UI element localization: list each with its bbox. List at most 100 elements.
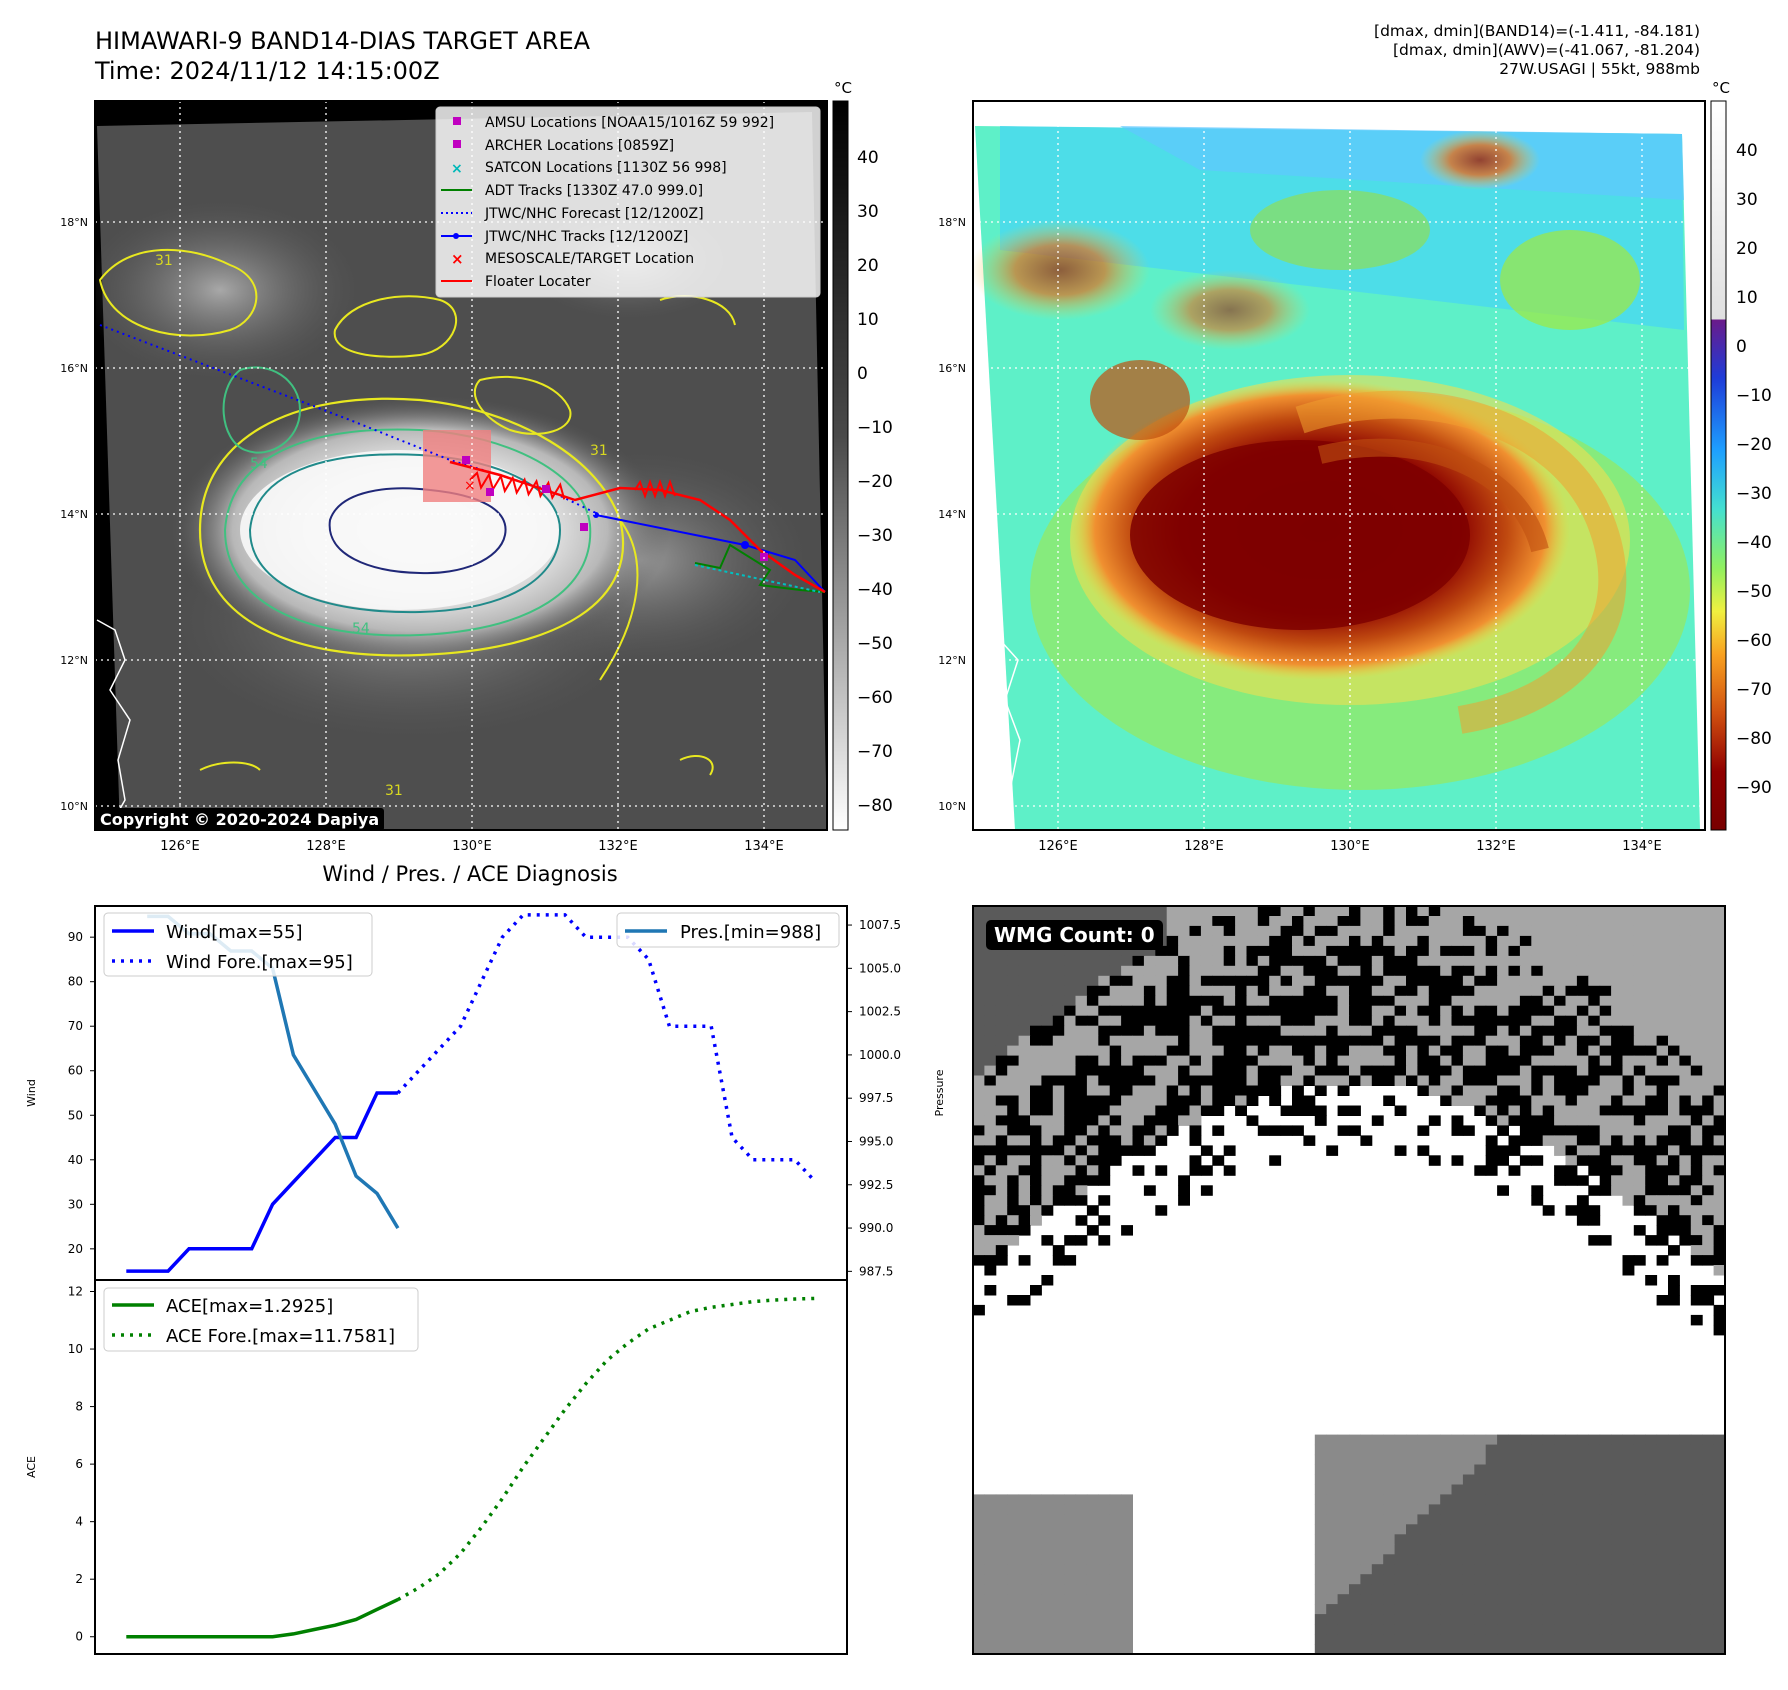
wmg-cell: [1018, 985, 1031, 997]
wmg-cell: [1383, 1494, 1396, 1505]
wmg-cell: [1041, 1185, 1054, 1196]
wmg-cell: [1622, 1564, 1635, 1575]
wmg-cell: [1018, 945, 1031, 957]
wmg-cell: [1030, 995, 1042, 1007]
wmg-cell: [1428, 1025, 1441, 1037]
wmg-cell: [1314, 975, 1327, 987]
wmg-cell: [1508, 1634, 1521, 1645]
wmg-cell: [995, 1644, 1008, 1655]
wmg-cell: [1565, 1015, 1578, 1027]
wmg-cell: [984, 1634, 997, 1645]
wmg-cell: [1690, 1125, 1703, 1136]
wmg-frame: [972, 905, 1726, 1655]
wmg-cell: [1166, 1015, 1179, 1027]
wmg-cell: [1109, 1155, 1122, 1166]
wmg-cell: [1702, 1474, 1715, 1485]
wmg-cell: [995, 1045, 1008, 1057]
wmg-cell: [1337, 1065, 1350, 1077]
wmg-cell: [1645, 916, 1658, 927]
wmg-cell: [1599, 1075, 1612, 1086]
wmg-cell: [1417, 995, 1430, 1007]
wmg-cell: [1679, 1095, 1692, 1106]
wmg-cell: [1132, 1015, 1145, 1027]
wmg-cell: [1497, 1504, 1509, 1515]
wmg-cell: [1383, 1464, 1396, 1475]
wmg-cell: [1326, 906, 1339, 917]
wmg-cell: [1690, 1165, 1703, 1176]
wmg-cell: [1349, 1574, 1361, 1585]
wmg-cell: [1656, 1614, 1669, 1625]
wmg-cell: [1428, 1634, 1441, 1645]
wmg-cell: [1109, 1095, 1122, 1106]
wmg-cell: [1007, 1075, 1020, 1086]
lon-label: 134°E: [1622, 839, 1662, 854]
wmg-cell: [1702, 1235, 1715, 1246]
wmg-cell: [1383, 1514, 1396, 1525]
wmg-cell: [1394, 975, 1407, 987]
wmg-cell: [1690, 1634, 1703, 1645]
wmg-cell: [1474, 1614, 1487, 1625]
wmg-cell: [1360, 1624, 1373, 1635]
wmg-cell: [1508, 1494, 1521, 1505]
wmg-cell: [1155, 1005, 1168, 1017]
wmg-cell: [1212, 1045, 1225, 1057]
wmg-cell: [1086, 1494, 1099, 1505]
wmg-cell: [1041, 1624, 1054, 1635]
wmg-cell: [995, 1155, 1008, 1166]
wmg-cell: [1588, 1554, 1601, 1565]
wmg-cell: [1565, 1534, 1578, 1545]
wmg-cell: [1622, 1085, 1635, 1096]
wmg-cell: [1599, 1464, 1612, 1475]
wmg-cell: [1075, 1604, 1088, 1615]
wmg-cell: [1485, 1544, 1498, 1555]
wmg-cell: [1406, 1494, 1418, 1505]
wmg-cell: [1645, 1125, 1658, 1136]
wmg-cell: [1041, 1634, 1054, 1645]
wmg-cell: [1326, 955, 1339, 967]
wmg-cell: [1474, 916, 1487, 927]
wind-tick-label: 30: [68, 1197, 83, 1211]
wmg-cell: [1679, 1634, 1692, 1645]
legend-wind-fore-label: Wind Fore.[max=95]: [166, 952, 353, 973]
wmg-cell: [1565, 1544, 1578, 1555]
wmg-cell: [1668, 1195, 1680, 1206]
wmg-cell: [1679, 1085, 1692, 1096]
wmg-cell: [1132, 1165, 1145, 1176]
wmg-cell: [973, 1205, 985, 1216]
wmg-cell: [1041, 1055, 1054, 1067]
wmg-cell: [1417, 1454, 1430, 1465]
wmg-cell: [1052, 1544, 1065, 1555]
wmg-cell: [1200, 935, 1213, 947]
wmg-cell: [1690, 1594, 1703, 1605]
wmg-cell: [1656, 1624, 1669, 1635]
wmg-cell: [1554, 1125, 1566, 1136]
wmg-cell: [1030, 1105, 1042, 1116]
wmg-cell: [1360, 1135, 1373, 1146]
wmg-cell: [973, 1135, 985, 1146]
wmg-cell: [1394, 1005, 1407, 1017]
wmg-cell: [1713, 1554, 1726, 1565]
wmg-cell: [1633, 1195, 1646, 1206]
wmg-cell: [1064, 965, 1077, 977]
wmg-cell: [1007, 1135, 1020, 1146]
wmg-cell: [1690, 1225, 1703, 1236]
wmg-cell: [1269, 975, 1282, 987]
wmg-cell: [1497, 1544, 1509, 1555]
wmg-cell: [1064, 1055, 1077, 1067]
wmg-cell: [1223, 975, 1236, 987]
wmg-cell: [1337, 1444, 1350, 1456]
wmg-cell: [1383, 965, 1396, 977]
wmg-cell: [1588, 985, 1601, 997]
wmg-cell: [1314, 1594, 1327, 1605]
wmg-cell: [1200, 1075, 1213, 1086]
wmg-cell: [1394, 1045, 1407, 1057]
wmg-cell: [1098, 985, 1111, 997]
wmg-cell: [1599, 1564, 1612, 1575]
wmg-cell: [1086, 1075, 1099, 1086]
wmg-cell: [1041, 1534, 1054, 1545]
wmg-cell: [973, 1594, 985, 1605]
wmg-cell: [1611, 916, 1623, 927]
wmg-cell: [1098, 965, 1111, 977]
wmg-cell: [1189, 1125, 1202, 1136]
wmg-cell: [1417, 1005, 1430, 1017]
